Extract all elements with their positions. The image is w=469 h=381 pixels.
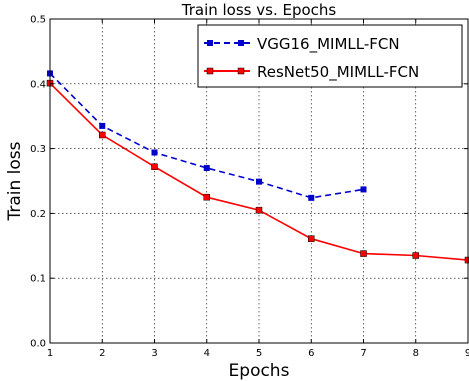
legend-marker-resnet50: [237, 67, 245, 75]
y-tick-label: 0.3: [30, 144, 46, 155]
y-ticks: 0.0 0.1 0.2 0.3 0.4 0.5: [30, 15, 468, 350]
data-point-series-1: [360, 250, 367, 257]
data-point-series-1: [99, 131, 106, 139]
data-point-series-1: [308, 235, 315, 242]
data-point-series-0: [308, 194, 315, 201]
y-tick-label: 0.1: [30, 274, 46, 285]
x-tick-label: 9: [465, 348, 469, 359]
data-point-series-1: [255, 206, 263, 214]
x-tick-label: 2: [99, 348, 105, 359]
y-tick-label: 0.0: [30, 339, 46, 350]
legend-box: [197, 24, 463, 88]
data-point-series-0: [151, 149, 158, 156]
y-tick-label: 0.2: [30, 209, 46, 220]
data-point-series-1: [203, 193, 210, 201]
legend-label-vgg16: VGG16_MIMLL-FCN: [257, 35, 400, 54]
data-point-series-1: [151, 163, 158, 170]
x-axis-label: Epochs: [229, 361, 290, 381]
legend-marker-vgg16: [207, 40, 213, 46]
x-tick-label: 7: [360, 348, 366, 359]
series-lines: [46, 70, 469, 264]
y-tick-label: 0.5: [30, 15, 46, 26]
y-axis-label: Train loss: [5, 141, 25, 221]
x-tick-label: 1: [47, 348, 53, 359]
x-ticks: 1 2 3 4 5 6 7 8 9: [47, 19, 469, 359]
data-point-series-1: [412, 252, 419, 259]
y-tick-label: 0.4: [30, 79, 46, 90]
chart-title: Train loss vs. Epochs: [181, 1, 337, 19]
data-point-series-0: [360, 186, 367, 193]
x-tick-label: 3: [151, 348, 157, 359]
data-point-series-0: [203, 165, 210, 172]
legend-marker-resnet50: [206, 67, 214, 75]
legend: VGG16_MIMLL-FCN ResNet50_MIMLL-FCN: [197, 24, 463, 88]
legend-label-resnet50: ResNet50_MIMLL-FCN: [257, 63, 419, 82]
x-tick-label: 4: [204, 348, 210, 359]
data-point-series-0: [256, 178, 262, 185]
x-tick-label: 8: [413, 348, 419, 359]
data-point-series-0: [99, 122, 106, 129]
legend-marker-vgg16: [238, 40, 244, 46]
x-tick-label: 5: [256, 348, 262, 359]
x-tick-label: 6: [308, 348, 314, 359]
